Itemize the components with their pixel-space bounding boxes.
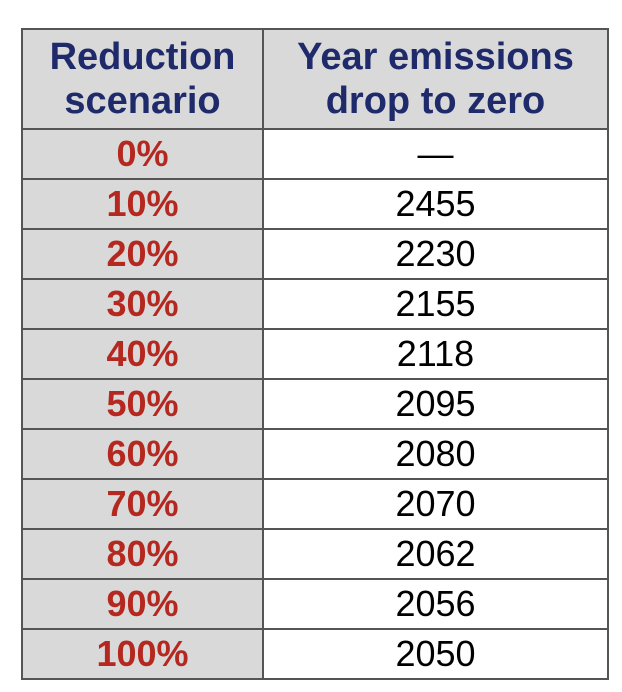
table-row: 0% —: [21, 128, 609, 180]
header-line: Reduction: [49, 36, 236, 78]
year-cell: 2062: [262, 528, 609, 580]
header-year-zero: Year emissions drop to zero: [262, 28, 609, 130]
year-cell: 2455: [262, 178, 609, 230]
scenario-cell: 80%: [21, 528, 264, 580]
table-row: 50% 2095: [21, 378, 609, 430]
header-line: Year emissions: [297, 36, 574, 78]
header-line: drop to zero: [325, 80, 546, 122]
scenario-cell: 100%: [21, 628, 264, 680]
year-cell: 2080: [262, 428, 609, 480]
year-cell: 2155: [262, 278, 609, 330]
scenario-cell: 40%: [21, 328, 264, 380]
table-row: 100% 2050: [21, 628, 609, 680]
scenario-cell: 90%: [21, 578, 264, 630]
year-cell: 2095: [262, 378, 609, 430]
table-row: 10% 2455: [21, 178, 609, 230]
table-row: 70% 2070: [21, 478, 609, 530]
scenario-cell: 20%: [21, 228, 264, 280]
year-cell: 2050: [262, 628, 609, 680]
table-row: 20% 2230: [21, 228, 609, 280]
scenario-cell: 10%: [21, 178, 264, 230]
scenario-cell: 70%: [21, 478, 264, 530]
emissions-table: Reduction scenario Year emissions drop t…: [21, 28, 609, 680]
year-cell: —: [262, 128, 609, 180]
year-cell: 2056: [262, 578, 609, 630]
scenario-cell: 30%: [21, 278, 264, 330]
year-cell: 2118: [262, 328, 609, 380]
table-row: 60% 2080: [21, 428, 609, 480]
year-cell: 2230: [262, 228, 609, 280]
year-cell: 2070: [262, 478, 609, 530]
table-row: 40% 2118: [21, 328, 609, 380]
table-row: 30% 2155: [21, 278, 609, 330]
table-container: Reduction scenario Year emissions drop t…: [21, 28, 609, 680]
header-row: Reduction scenario Year emissions drop t…: [21, 28, 609, 130]
scenario-cell: 60%: [21, 428, 264, 480]
scenario-cell: 50%: [21, 378, 264, 430]
scenario-cell: 0%: [21, 128, 264, 180]
table-row: 80% 2062: [21, 528, 609, 580]
header-reduction-scenario: Reduction scenario: [21, 28, 264, 130]
header-line: scenario: [64, 80, 221, 122]
table-row: 90% 2056: [21, 578, 609, 630]
